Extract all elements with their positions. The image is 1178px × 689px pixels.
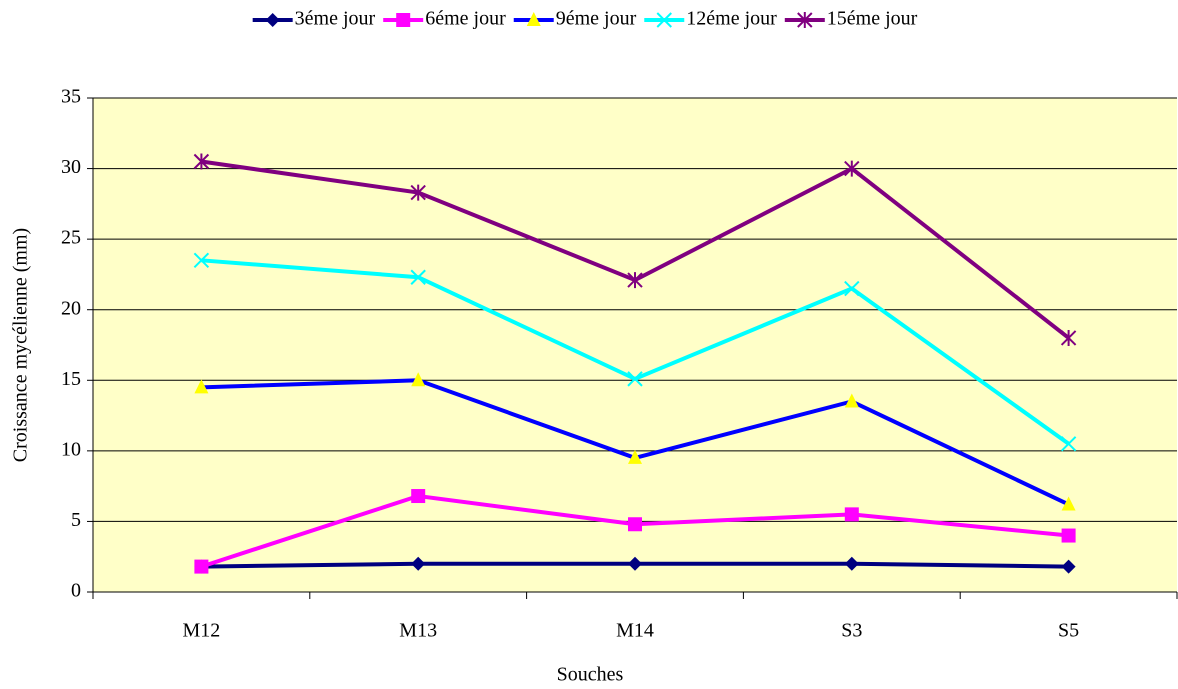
marker (194, 379, 209, 394)
marker (411, 372, 426, 387)
marker (265, 13, 280, 27)
y-tick-label: 30 (61, 156, 81, 178)
marker (628, 517, 642, 532)
x-tick-label: S5 (1058, 620, 1079, 642)
marker (193, 153, 210, 170)
marker (410, 184, 426, 201)
y-tick-label: 25 (61, 227, 81, 249)
legend-label: 6éme jour (425, 8, 506, 30)
marker (797, 12, 813, 28)
x-tick-label: M14 (616, 620, 654, 642)
x-axis-label: Souches (557, 664, 624, 686)
y-tick-label: 5 (71, 509, 81, 531)
marker (1061, 528, 1076, 543)
y-axis-label: Croissance mycélienne (mm) (10, 228, 32, 462)
marker (194, 559, 209, 574)
legend: 3éme jour 6éme jour 9éme jour 12éme jour 15é… (252, 8, 918, 30)
y-tick-label: 0 (71, 580, 81, 602)
marker (1060, 436, 1077, 452)
marker (844, 556, 859, 571)
marker (844, 280, 860, 297)
legend-label: 15éme jour (827, 8, 918, 30)
marker (844, 393, 859, 408)
x-tick-label: M12 (183, 620, 221, 642)
marker (628, 449, 642, 464)
marker (627, 371, 643, 387)
y-tick-label: 35 (61, 86, 81, 108)
plot-area (93, 98, 1177, 592)
y-tick-label: 10 (61, 438, 81, 460)
marker (628, 556, 642, 571)
marker (1061, 496, 1076, 511)
marker (411, 556, 426, 571)
marker (526, 12, 541, 26)
marker (396, 13, 411, 27)
legend-label: 12éme jour (686, 8, 777, 30)
y-tick-label: 15 (61, 368, 81, 390)
legend-label: 9éme jour (556, 8, 637, 30)
marker (1061, 559, 1076, 574)
marker (656, 12, 672, 28)
marker (1060, 329, 1077, 346)
y-tick-label: 20 (61, 297, 81, 319)
legend-label: 3éme jour (295, 8, 376, 30)
marker (844, 160, 860, 177)
x-tick-label: M13 (399, 620, 437, 642)
x-tick-label: S3 (841, 620, 862, 642)
marker (193, 252, 210, 269)
marker (844, 507, 859, 522)
marker (627, 272, 643, 289)
marker (410, 269, 426, 285)
marker (411, 489, 426, 504)
